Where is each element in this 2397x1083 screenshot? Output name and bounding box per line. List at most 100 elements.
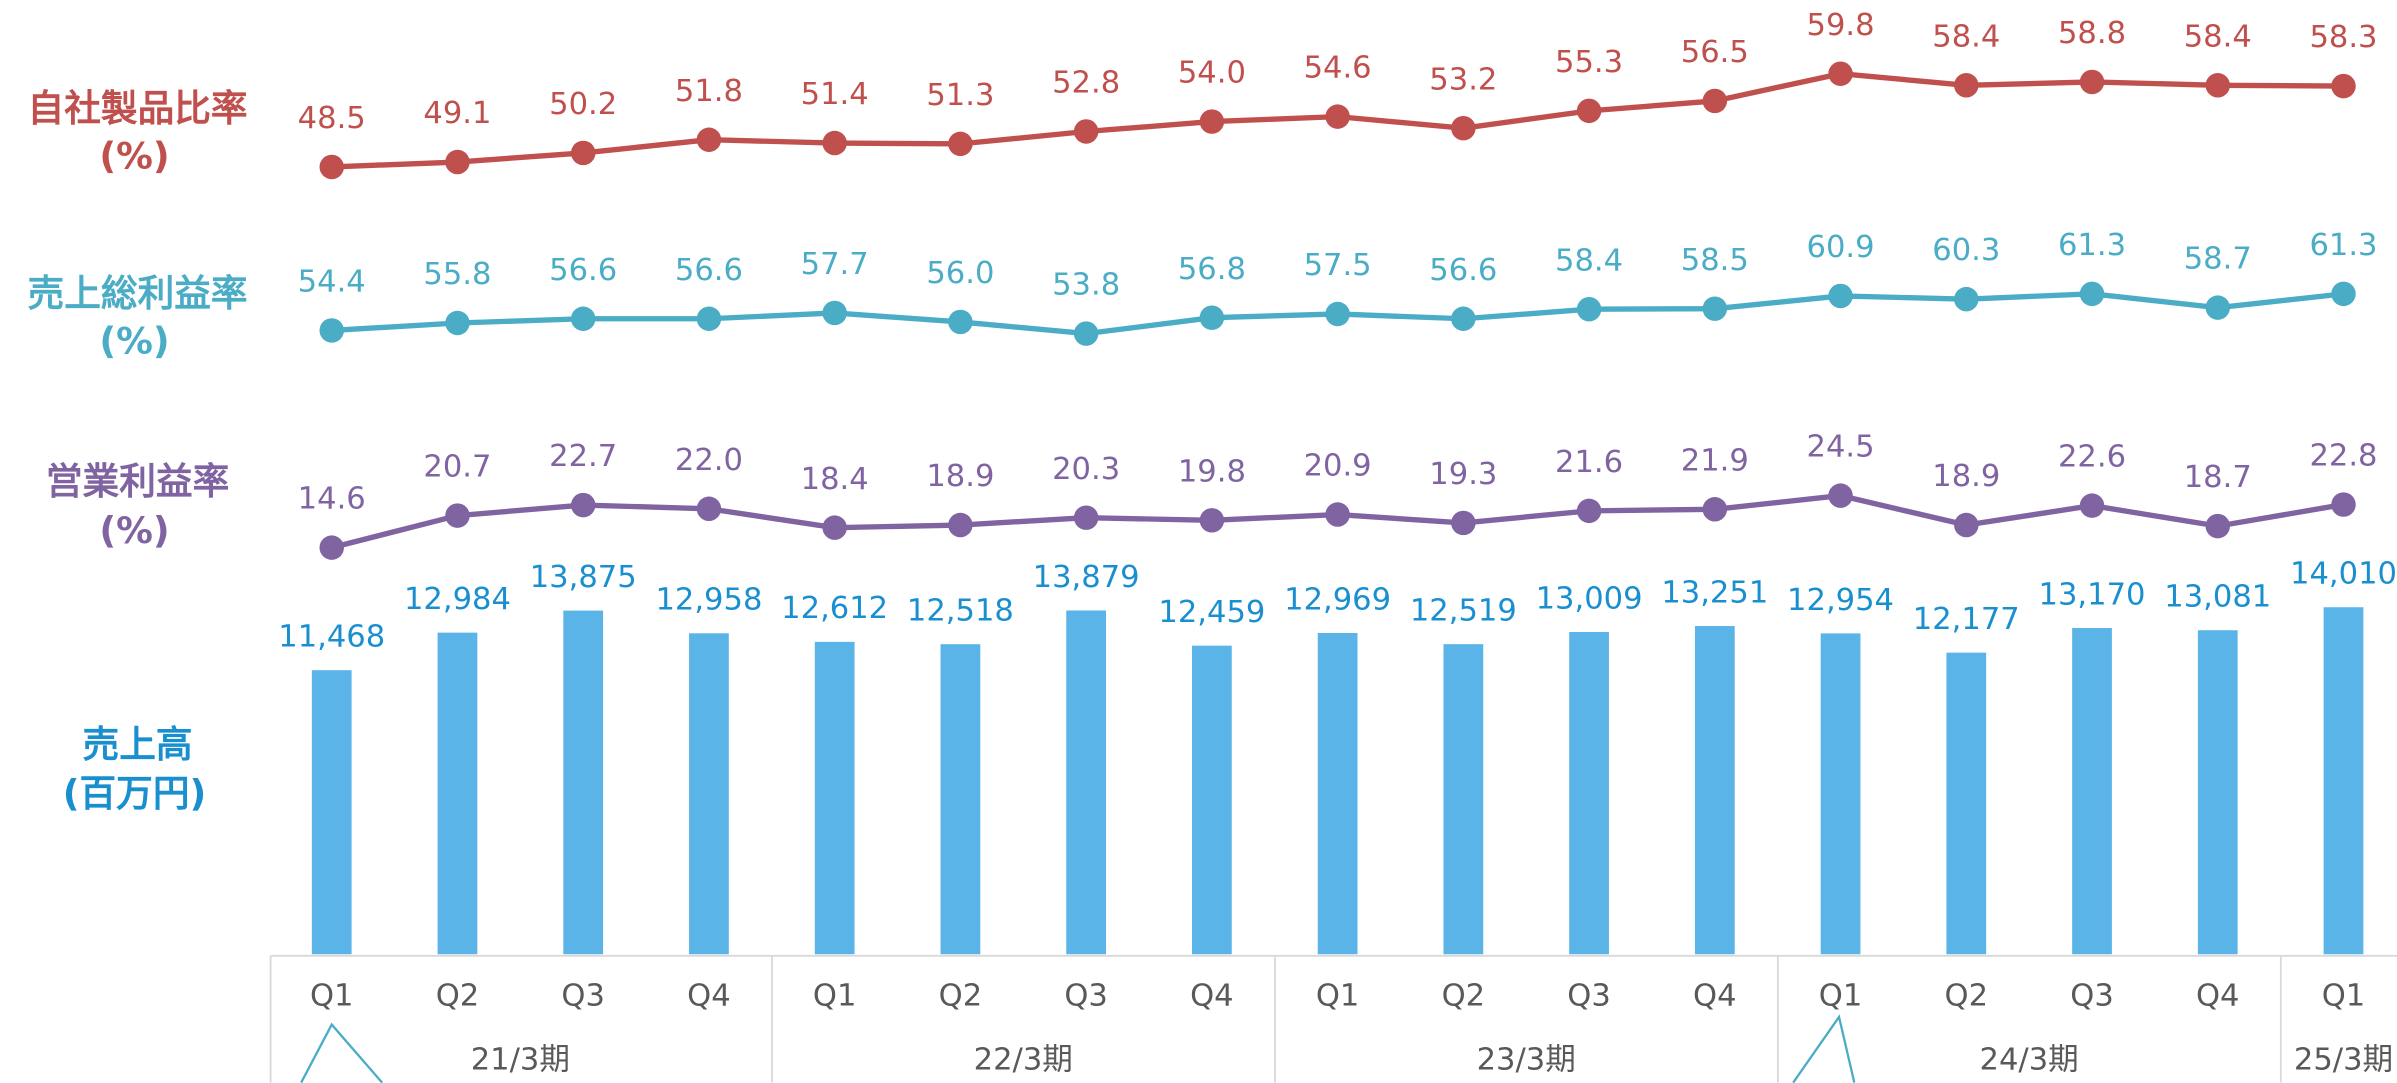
bar (1443, 644, 1484, 955)
marker (445, 310, 470, 336)
data-label: 56.5 (1681, 35, 1749, 70)
marker (2331, 73, 2356, 99)
marker (1702, 296, 1728, 321)
group-label: 22/3期 (974, 1043, 1073, 1078)
x-tick-label: Q2 (1945, 979, 1989, 1014)
data-label: 51.4 (801, 77, 869, 112)
marker (1828, 283, 1853, 309)
marker (1702, 497, 1728, 522)
x-tick-label: Q4 (687, 979, 731, 1014)
group-label: 24/3期 (1980, 1043, 2079, 1078)
data-label: 11,468 (278, 620, 385, 655)
data-label: 18.4 (801, 462, 869, 497)
data-label: 58.8 (2058, 16, 2126, 51)
series-name: 営業利益率 (46, 460, 229, 503)
marker (696, 306, 722, 331)
marker (1325, 502, 1350, 527)
marker (696, 127, 722, 152)
marker (2079, 69, 2105, 95)
data-label: 18.7 (2184, 460, 2252, 495)
series-unit: (%) (99, 134, 169, 177)
data-label: 19.8 (1178, 454, 1246, 489)
data-label: 12,969 (1284, 582, 1391, 617)
bar (2197, 630, 2238, 955)
marker (1073, 505, 1099, 530)
marker (2331, 492, 2356, 517)
marker (2331, 281, 2356, 307)
marker (948, 309, 973, 335)
marker (1451, 306, 1476, 331)
data-label: 56.6 (675, 253, 743, 288)
series-unit: (%) (99, 509, 169, 552)
group-label: 21/3期 (471, 1043, 570, 1078)
data-label: 49.1 (423, 96, 491, 131)
data-label: 14,010 (2290, 557, 2397, 592)
data-label: 20.3 (1052, 452, 1120, 487)
series-name: 自社製品比率 (28, 87, 248, 130)
x-tick-label: Q3 (2070, 979, 2114, 1014)
bar (814, 641, 855, 955)
marker (948, 131, 973, 157)
marker (1576, 98, 1602, 124)
series-unit: (百万円) (63, 772, 207, 815)
data-label: 57.5 (1304, 248, 1372, 283)
data-label: 53.2 (1429, 62, 1497, 97)
data-label: 60.9 (1807, 230, 1875, 265)
marker (570, 492, 596, 518)
marker (2205, 513, 2230, 539)
x-tick-label: Q3 (561, 979, 605, 1014)
data-label: 61.3 (2309, 228, 2377, 263)
bar (1192, 645, 1232, 955)
bar (1317, 633, 1358, 955)
data-label: 12,954 (1787, 583, 1894, 618)
bar (1694, 626, 1735, 955)
marker (1954, 286, 1979, 312)
x-tick-label: Q4 (1693, 979, 1737, 1014)
data-label: 48.5 (298, 101, 366, 136)
data-label: 51.8 (675, 74, 743, 109)
data-label: 60.3 (1932, 233, 2000, 268)
marker (822, 130, 847, 156)
marker (445, 149, 470, 175)
marker (1576, 296, 1602, 322)
data-label: 56.6 (1429, 253, 1497, 288)
marker (319, 154, 344, 180)
data-label: 12,519 (1410, 594, 1517, 629)
bar (1820, 633, 1861, 955)
series-name: 売上高 (83, 723, 193, 766)
data-label: 20.7 (423, 450, 491, 485)
marker (570, 140, 596, 166)
marker (1325, 104, 1350, 129)
marker (2079, 281, 2105, 307)
data-label: 56.8 (1178, 252, 1246, 287)
data-label: 12,518 (907, 594, 1014, 629)
x-tick-label: Q1 (1819, 979, 1863, 1014)
bar (437, 632, 478, 955)
data-label: 14.6 (298, 482, 366, 517)
series-name: 売上総利益率 (28, 272, 248, 315)
marker (1828, 61, 1853, 86)
table-frame (269, 954, 2397, 1083)
data-label: 56.0 (926, 256, 994, 291)
x-tick-label: Q3 (1064, 979, 1108, 1014)
data-label: 13,875 (530, 560, 637, 595)
marker (2205, 73, 2230, 98)
data-label: 58.5 (1681, 243, 1749, 278)
data-label: 53.8 (1052, 268, 1120, 303)
data-label: 18.9 (926, 459, 994, 494)
data-label: 58.3 (2309, 20, 2377, 55)
data-label: 19.3 (1429, 457, 1497, 492)
marker (319, 535, 344, 560)
data-label: 55.3 (1555, 45, 1623, 80)
x-tick-label: Q1 (813, 979, 857, 1014)
marker (822, 300, 847, 326)
data-label: 52.8 (1052, 66, 1120, 101)
data-label: 59.8 (1807, 8, 1875, 43)
data-label: 18.9 (1932, 459, 2000, 494)
data-label: 55.8 (423, 257, 491, 292)
data-label: 13,009 (1536, 581, 1643, 616)
data-label: 54.6 (1304, 51, 1372, 86)
marker (2205, 295, 2230, 320)
data-label: 51.3 (926, 78, 994, 113)
